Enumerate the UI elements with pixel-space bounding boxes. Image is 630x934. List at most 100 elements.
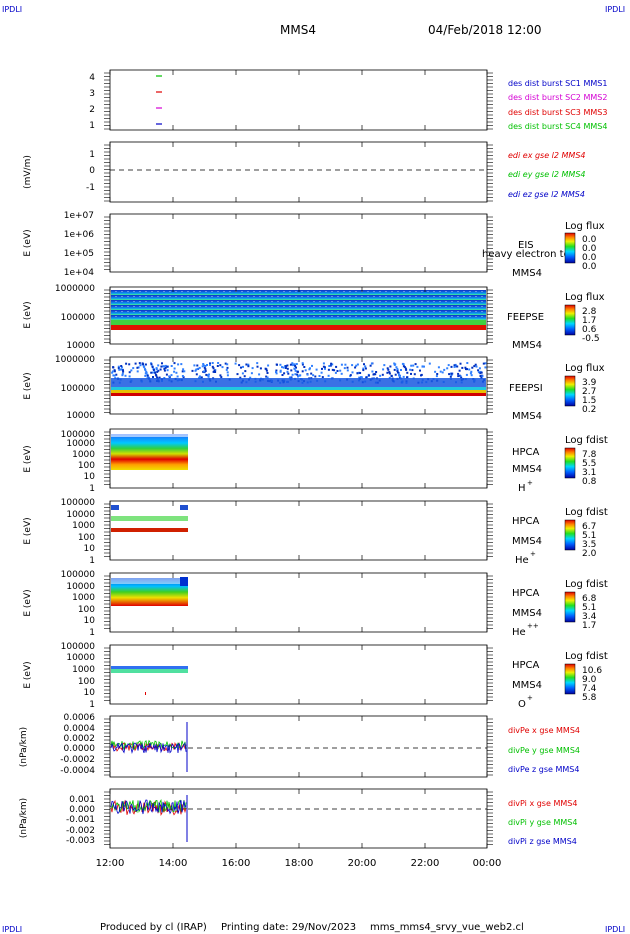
feepsi-dot [164, 364, 167, 367]
feepsi-dot [207, 375, 210, 378]
ytick-label: 1000 [72, 593, 95, 603]
panel-frame [109, 715, 488, 778]
feepsi-dot [370, 362, 373, 365]
feepsi-dot [398, 373, 400, 376]
feepsi-dot [198, 366, 201, 369]
colorbar-tick: 5.5 [582, 459, 596, 469]
ytick-label: 10 [84, 688, 96, 698]
legend-entry: des dist burst SC1 MMS1 [508, 79, 607, 88]
feepsi-dot [182, 368, 185, 371]
feepsi-dot [245, 363, 248, 366]
instrument-label: EIS [518, 240, 534, 251]
ytick-label: 2 [89, 105, 95, 115]
feepsi-dot [458, 369, 461, 372]
feepsi-dot [151, 371, 154, 374]
species-label: He [512, 627, 526, 638]
feepsi-dot [275, 363, 278, 366]
ytick-label: 1e+04 [64, 268, 95, 278]
feepsi-dot [256, 365, 259, 368]
feepsi-dot [236, 373, 239, 376]
trace-line [110, 798, 187, 814]
feepsi-dot [393, 368, 396, 371]
feepsi-dot [137, 366, 140, 369]
feepsi-dot [410, 364, 413, 367]
feepsi-dot [296, 373, 299, 376]
feepsi-dot [367, 374, 370, 377]
species-label: H [518, 483, 526, 494]
feepsi-dot [193, 364, 196, 367]
feepsi-dot [309, 367, 311, 370]
hpca-he-blob [111, 505, 119, 510]
xtick-label: 14:00 [159, 858, 188, 869]
panel-frame [109, 788, 488, 849]
feepsi-dot [416, 365, 419, 368]
ytick-label: 100000 [61, 430, 96, 440]
feepsi-dot [331, 363, 334, 366]
species-charge: + [527, 694, 533, 702]
colorbar-tick: 3.5 [582, 540, 596, 550]
feepsi-dot [449, 375, 452, 378]
time-axis: 12:00 14:00 16:00 18:00 20:00 22:00 00:0… [96, 858, 502, 869]
feepse-band-green [111, 320, 486, 325]
colorbar-tick: 3.9 [582, 378, 597, 388]
feepsi-dot [113, 369, 116, 372]
trace-line [110, 739, 187, 751]
feepsi-dot [180, 363, 183, 366]
colorbar-title: Log fdist [565, 435, 608, 446]
corner-label: IPDLI [605, 5, 625, 14]
feepsi-dot [214, 371, 217, 373]
feepsi-dot [281, 366, 283, 369]
feepsi-dot [113, 370, 116, 373]
xtick-label: 20:00 [348, 858, 377, 869]
ytick-label: 1 [89, 150, 95, 160]
feepsi-dot [112, 366, 115, 369]
feepsi-dot [170, 374, 173, 377]
feepsi-dot [320, 371, 323, 374]
feepsi-dot [205, 373, 208, 376]
feepsi-dot [199, 376, 202, 379]
ytick-label: 1000 [72, 665, 95, 675]
feepsi-dot [158, 376, 161, 379]
spacecraft-label: MMS4 [512, 608, 542, 619]
ytick-label: -0.003 [66, 836, 95, 846]
feepsi-dot [362, 369, 365, 372]
ytick-label: 100000 [61, 642, 96, 652]
feepsi-dot [477, 369, 480, 372]
colorbar [564, 663, 576, 695]
feepsi-dot [459, 375, 462, 378]
feepsi-dot [386, 367, 389, 370]
hpca-h-spectrogram [111, 434, 188, 470]
feepsi-dot [136, 366, 139, 369]
feepsi-dot [166, 369, 169, 372]
feepsi-dot [142, 363, 145, 366]
feepsi-dot [196, 368, 199, 370]
feepsi-dot [265, 368, 268, 371]
trace-line [110, 742, 187, 755]
feepsi-dot [144, 363, 147, 366]
feepsi-dot [437, 366, 440, 369]
feepsi-dot [450, 374, 453, 376]
colorbar-tick: 0.6 [582, 325, 597, 335]
colorbar-tick: 0.0 [582, 253, 597, 263]
colorbar-tick: 5.1 [582, 603, 596, 613]
feepsi-dot [219, 364, 222, 367]
feepsi-dot [383, 364, 386, 367]
legend-entry: divPi y gse MMS4 [508, 818, 577, 827]
panel-edi: 1 0 -1 (mV/m) edi ex gse l2 MMS4 edi ey … [23, 141, 586, 203]
ytick-label: 0.0004 [64, 724, 96, 734]
panel-frame [109, 428, 488, 489]
feepsi-dot [336, 370, 339, 372]
feepsi-dot [306, 373, 309, 376]
feepsi-dot [400, 369, 402, 371]
feepsi-dot [275, 369, 278, 372]
overlay-text: heavy electron to [482, 249, 570, 260]
species-label: O [518, 699, 526, 710]
feepsi-dot [206, 364, 208, 366]
feepsi-dot [265, 375, 268, 378]
feepsi-dot [293, 367, 296, 370]
feepsi-dot [121, 374, 124, 377]
xtick-label: 12:00 [96, 858, 125, 869]
feepsi-dot [294, 373, 297, 376]
feepsi-dot [382, 368, 385, 371]
feepsi-dot [173, 370, 176, 373]
